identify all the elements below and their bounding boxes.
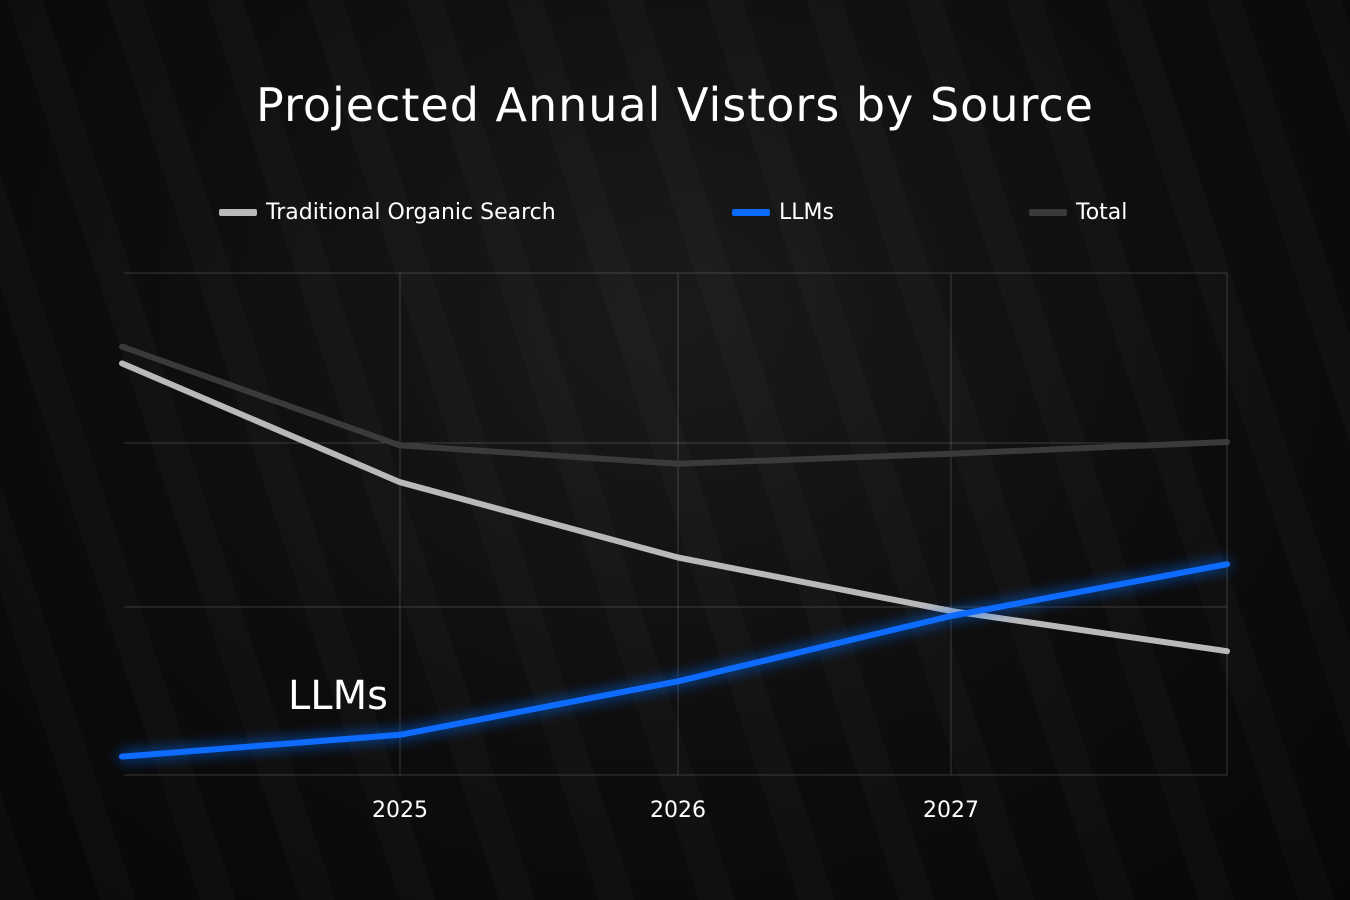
legend-label-traditional-organic-search: Traditional Organic Search xyxy=(266,199,556,225)
legend-item-traditional-organic-search: Traditional Organic Search xyxy=(219,196,556,228)
legend-swatch-traditional-organic-search xyxy=(219,208,257,216)
x-tick-label-2026: 2026 xyxy=(650,798,706,823)
legend-label-llms: LLMs xyxy=(779,199,834,225)
chart-title: Projected Annual Vistors by Source xyxy=(256,78,1094,132)
legend-swatch-llms xyxy=(732,208,770,216)
series-line-total xyxy=(119,343,1230,467)
series-line-llms xyxy=(119,561,1230,760)
x-tick-label-2025: 2025 xyxy=(372,798,428,823)
legend-item-total: Total xyxy=(1029,196,1127,228)
legend-item-llms: LLMs xyxy=(732,196,834,228)
legend-swatch-total xyxy=(1029,208,1067,216)
series-line-traditional-organic-search xyxy=(119,360,1230,655)
inline-label-llms: LLMs xyxy=(288,673,388,719)
legend-label-total: Total xyxy=(1076,199,1128,225)
x-tick-label-2027: 2027 xyxy=(923,798,979,823)
